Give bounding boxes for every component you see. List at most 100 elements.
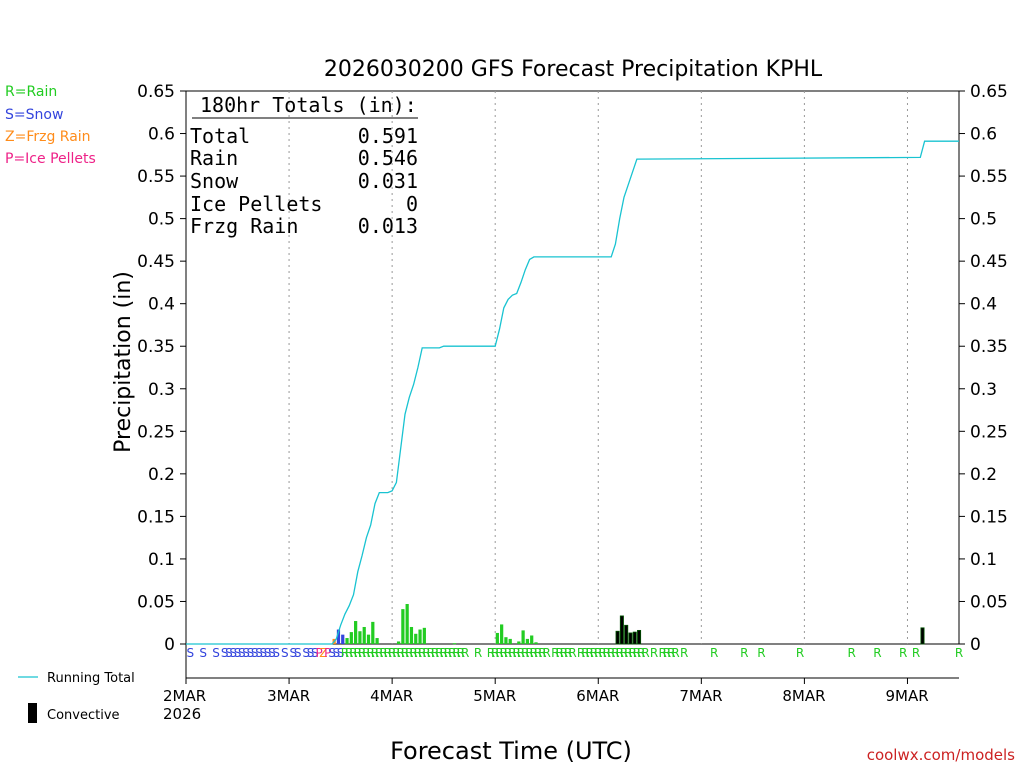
- y-tick-label-right: 0: [970, 635, 981, 655]
- ptype-marker: R: [474, 646, 482, 660]
- ptype-marker: R: [517, 646, 525, 660]
- ptype-marker: R: [560, 646, 568, 660]
- ptype-marker: R: [581, 646, 589, 660]
- ptype-marker: R: [504, 646, 512, 660]
- running-total-line: [186, 140, 959, 645]
- credit-text: coolwx.com/models: [867, 746, 1015, 764]
- precip-bar: [341, 634, 345, 644]
- ptype-marker: S: [199, 646, 207, 660]
- ptype-marker: S: [294, 646, 302, 660]
- precip-bar: [354, 621, 358, 644]
- y-tick-label-left: 0.35: [137, 337, 175, 357]
- ptype-marker: R: [405, 646, 413, 660]
- y-axis-ticks: 0 0 0.05 0.05 0.1 0.1 0.15 0.15 0.2 0.2 0.25 0.25 0.…: [137, 82, 1008, 655]
- ptype-marker: R: [594, 646, 602, 660]
- legend-rain: R=Rain: [5, 84, 57, 100]
- ptype-marker: S: [337, 646, 345, 660]
- ptype-marker: R: [418, 646, 426, 660]
- y-tick-label-right: 0.5: [970, 210, 997, 230]
- x-tick-label-4: 6MAR: [576, 687, 619, 705]
- ptype-marker: R: [530, 646, 538, 660]
- y-tick-label-right: 0.45: [970, 252, 1008, 272]
- ptype-marker: R: [847, 646, 855, 660]
- ptype-marker: R: [491, 646, 499, 660]
- ptype-marker: S: [234, 646, 242, 660]
- totals-value-snow: 0.031: [358, 169, 418, 193]
- x-tick-label-0: 2MAR: [163, 687, 206, 705]
- precip-bar: [375, 638, 379, 644]
- ptype-marker: R: [568, 646, 576, 660]
- ptype-marker: R: [345, 646, 353, 660]
- precip-bar: [521, 630, 525, 644]
- ptype-marker: R: [362, 646, 370, 660]
- precip-bar: [336, 629, 341, 644]
- chart-title: 2026030200 GFS Forecast Precipitation KP…: [324, 57, 823, 82]
- ptype-marker: R: [521, 646, 529, 660]
- ptype-marker: R: [663, 646, 671, 660]
- y-tick-label-right: 0.35: [970, 337, 1008, 357]
- ptype-marker: R: [628, 646, 636, 660]
- ptype-marker: S: [281, 646, 289, 660]
- y-tick-label-left: 0.45: [137, 252, 175, 272]
- ptype-marker: R: [354, 646, 362, 660]
- ptype-marker: R: [611, 646, 619, 660]
- ptype-marker: R: [543, 646, 551, 660]
- ptype-marker: R: [388, 646, 396, 660]
- ptype-marker: R: [435, 646, 443, 660]
- ptype-marker: S: [290, 646, 298, 660]
- ptype-marker: S: [225, 646, 233, 660]
- totals-label-ice-pellets: Ice Pellets: [190, 192, 322, 216]
- x-year-label: 2026: [163, 705, 201, 723]
- ptype-marker: R: [414, 646, 422, 660]
- ptype-marker: R: [899, 646, 907, 660]
- legend-snow: S=Snow: [5, 107, 63, 123]
- y-tick-label-right: 0.6: [970, 125, 997, 145]
- ptype-marker: R: [650, 646, 658, 660]
- ptype-marker: R: [409, 646, 417, 660]
- precip-bar: [414, 633, 418, 644]
- ptype-marker: S: [229, 646, 237, 660]
- ptype-marker: R: [620, 646, 628, 660]
- y-axis-label: Precipitation (in): [111, 271, 136, 453]
- totals-value-rain: 0.546: [358, 146, 418, 170]
- x-tick-label-5: 7MAR: [679, 687, 722, 705]
- precip-bar: [366, 634, 371, 644]
- y-tick-label-right: 0.15: [970, 507, 1008, 527]
- totals-label-total: Total: [190, 124, 250, 148]
- ptype-marker: R: [598, 646, 606, 660]
- precip-bar: [534, 642, 538, 644]
- y-tick-label-left: 0.1: [148, 550, 175, 570]
- totals-value-ice-pellets: 0: [406, 192, 418, 216]
- precip-bar: [422, 627, 426, 644]
- y-tick-label-left: 0.05: [137, 592, 175, 612]
- ptype-marker: R: [384, 646, 392, 660]
- y-tick-label-left: 0.2: [148, 465, 175, 485]
- ptype-marker: S: [264, 646, 272, 660]
- ptype-marker: R: [757, 646, 765, 660]
- precip-bar: [500, 624, 504, 644]
- y-tick-label-left: 0.5: [148, 210, 175, 230]
- precip-bar: [624, 624, 629, 645]
- precip-bar: [401, 609, 405, 644]
- ptype-marker: R: [401, 646, 409, 660]
- precip-bar: [345, 638, 349, 644]
- x-tick-label-2: 4MAR: [370, 687, 413, 705]
- ptype-marker: R: [457, 646, 465, 660]
- ptype-marker: R: [538, 646, 546, 660]
- ptype-marker: R: [461, 646, 469, 660]
- legend-running-total: Running Total: [47, 671, 135, 686]
- y-tick-label-left: 0.55: [137, 167, 175, 187]
- precip-bar: [619, 615, 624, 645]
- ptype-marker: R: [375, 646, 383, 660]
- ptype-marker: S: [272, 646, 280, 660]
- series-legend: Running Total Convective: [18, 671, 135, 723]
- precip-bars: [332, 604, 925, 645]
- ptype-marker: R: [397, 646, 405, 660]
- ptype-marker: S: [332, 646, 340, 660]
- ptype-marker: R: [392, 646, 400, 660]
- ptype-marker: S: [307, 646, 315, 660]
- ptype-marker: R: [590, 646, 598, 660]
- y-tick-label-left: 0.4: [148, 295, 175, 315]
- y-tick-label-right: 0.3: [970, 380, 997, 400]
- totals-label-frzg-rain: Frzg Rain: [190, 214, 298, 238]
